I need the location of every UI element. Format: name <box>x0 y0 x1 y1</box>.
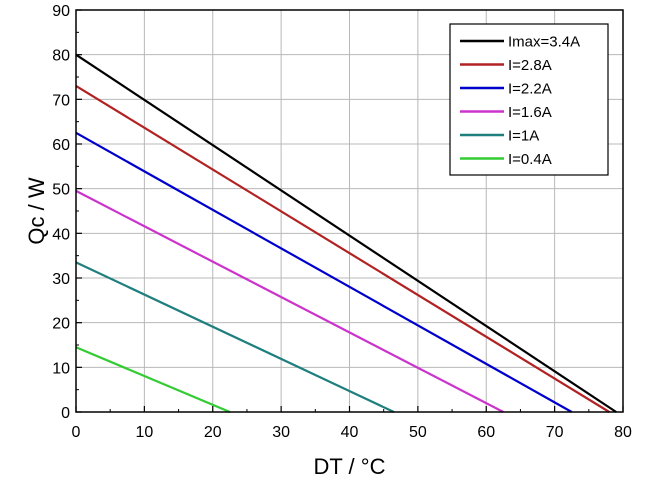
series-line-1 <box>75 84 610 413</box>
legend-entry-label: I=1A <box>508 128 539 145</box>
x-tick-label: 0 <box>72 424 81 441</box>
y-tick-label: 40 <box>52 226 70 243</box>
axis-ticks <box>75 9 624 413</box>
legend-entry-label: I=2.8A <box>508 57 552 74</box>
series-line-3 <box>75 189 504 413</box>
y-axis-title: Qc / W <box>24 177 49 244</box>
x-tick-labels: 0 10 20 30 40 50 60 70 80 <box>72 424 632 441</box>
x-tick-label: 10 <box>135 424 153 441</box>
legend-entry-label: Imax=3.4A <box>508 34 580 51</box>
y-tick-labels: 0 10 20 30 40 50 60 70 80 90 <box>52 3 70 422</box>
x-tick-label: 70 <box>546 424 564 441</box>
x-tick-label: 50 <box>409 424 427 441</box>
x-tick-label: 30 <box>272 424 290 441</box>
x-tick-label: 20 <box>204 424 222 441</box>
y-tick-label: 70 <box>52 92 70 109</box>
y-tick-label: 60 <box>52 137 70 154</box>
x-tick-label: 60 <box>477 424 495 441</box>
legend-box <box>449 23 609 176</box>
y-tick-label: 90 <box>52 3 70 20</box>
x-tick-label: 80 <box>614 424 632 441</box>
y-tick-label: 30 <box>52 271 70 288</box>
legend-entry-label: I=2.2A <box>508 81 552 98</box>
series-line-2 <box>75 131 573 413</box>
y-tick-label: 50 <box>52 182 70 199</box>
x-axis-title: DT / °C <box>314 454 386 479</box>
series-lines <box>75 53 617 414</box>
y-tick-label: 20 <box>52 316 70 333</box>
y-tick-label: 0 <box>61 405 70 422</box>
series-line-4 <box>75 261 395 413</box>
y-tick-label: 10 <box>52 360 70 377</box>
y-tick-label: 80 <box>52 48 70 65</box>
series-line-5 <box>75 346 231 414</box>
series-line-0 <box>75 53 617 413</box>
x-tick-label: 40 <box>341 424 359 441</box>
legend-entry-label: I=0.4A <box>508 151 552 168</box>
legend-entry-label: I=1.6A <box>508 104 552 121</box>
legend: Imax=3.4A I=2.8A I=2.2A I=1.6A I=1A I=0.4A <box>449 23 609 176</box>
